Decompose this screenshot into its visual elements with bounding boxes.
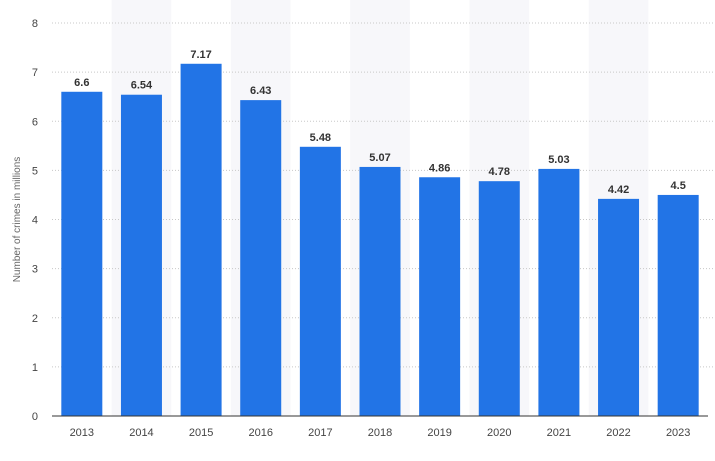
x-tick-label: 2020 <box>487 427 511 439</box>
x-tick-label: 2016 <box>248 427 272 439</box>
y-tick-label: 2 <box>32 313 38 325</box>
x-tick-label: 2017 <box>308 427 332 439</box>
data-label-2017: 5.48 <box>310 132 331 144</box>
x-tick-label: 2015 <box>189 427 213 439</box>
x-tick-label: 2023 <box>666 427 690 439</box>
bar-2023 <box>657 194 699 416</box>
bar-2018 <box>359 166 401 416</box>
bar-2013 <box>61 91 103 417</box>
bar-2021 <box>538 168 580 416</box>
y-tick-label: 6 <box>32 116 38 128</box>
x-tick-label: 2019 <box>427 427 451 439</box>
x-tick-label: 2018 <box>368 427 392 439</box>
data-label-2021: 5.03 <box>548 154 569 166</box>
x-tick-label: 2022 <box>606 427 630 439</box>
x-tick-label: 2014 <box>129 427 153 439</box>
data-label-2015: 7.17 <box>190 49 211 61</box>
data-label-2020: 4.78 <box>489 166 510 178</box>
data-label-2016: 6.43 <box>250 85 271 97</box>
data-label-2014: 6.54 <box>131 80 153 92</box>
data-label-2019: 4.86 <box>429 162 450 174</box>
bar-2020 <box>478 181 520 416</box>
y-tick-label: 3 <box>32 264 38 276</box>
y-axis-title: Number of crimes in millions <box>12 157 23 283</box>
bar-2019 <box>419 177 461 416</box>
y-tick-label: 5 <box>32 165 38 177</box>
bar-2016 <box>240 100 282 416</box>
data-label-2023: 4.5 <box>671 180 686 192</box>
y-tick-label: 7 <box>32 67 38 79</box>
y-tick-label: 1 <box>32 362 38 374</box>
data-label-2013: 6.6 <box>74 77 89 89</box>
bars <box>61 63 699 417</box>
data-label-2018: 5.07 <box>369 152 390 164</box>
data-label-2022: 4.42 <box>608 184 629 196</box>
bar-2022 <box>598 198 640 416</box>
y-tick-label: 8 <box>32 18 38 30</box>
bar-2014 <box>120 94 162 416</box>
bar-2017 <box>299 146 341 417</box>
x-tick-label: 2021 <box>547 427 571 439</box>
y-axis-ticks: 0 1 2 3 4 5 6 7 8 <box>32 18 38 423</box>
data-labels: 6.6 6.54 7.17 6.43 5.48 5.07 4.86 4.78 5.03 4.42 4… <box>74 49 686 196</box>
x-tick-label: 2013 <box>70 427 94 439</box>
y-tick-label: 0 <box>32 411 38 423</box>
bar-2015 <box>180 63 222 417</box>
x-axis-ticks: 2013 2014 2015 2016 2017 2018 2019 2020 2021 2022… <box>70 427 691 439</box>
y-tick-label: 4 <box>32 215 38 227</box>
